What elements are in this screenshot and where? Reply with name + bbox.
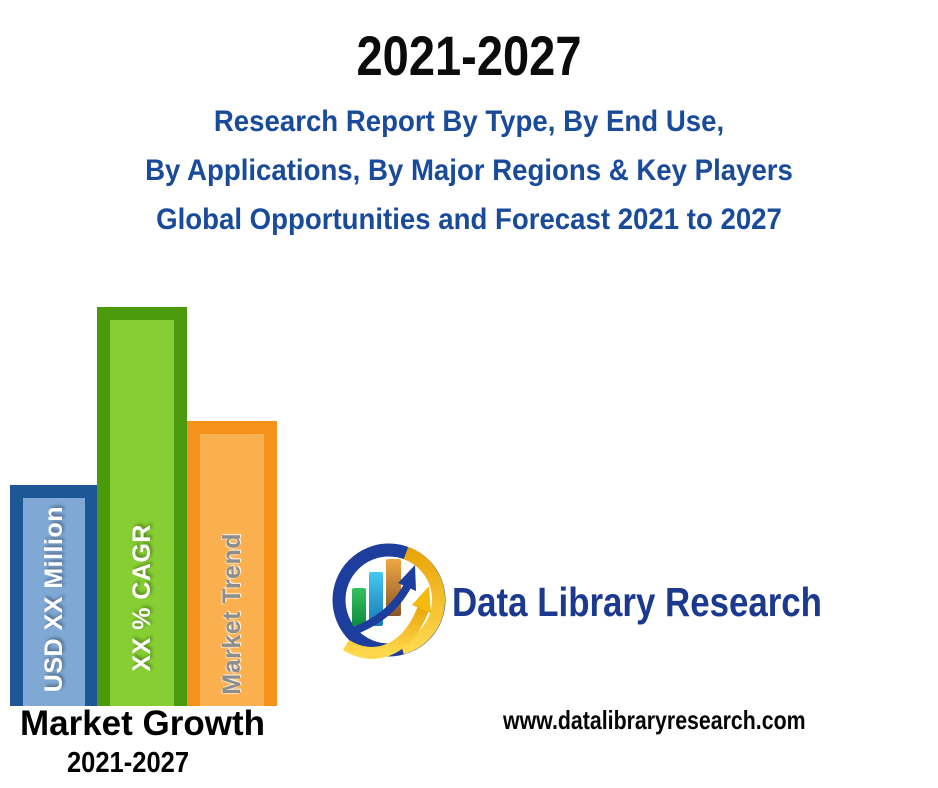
bar-label-cagr: XX % CAGR [127,524,156,672]
brand-name: Data Library Research [452,579,822,625]
chart-period: 2021-2027 [66,747,190,779]
brand-logo-icon [332,543,446,659]
bar-usd-million: USD XX Million [10,485,98,706]
chart-caption: Market Growth [19,704,266,743]
bar-label-market-trend: Market Trend [217,533,246,695]
logo-bars-icon [352,559,401,626]
bar-market-trend: Market Trend [187,421,277,706]
subtitle-line-1: Research Report By Type, By End Use, [213,105,725,138]
subtitle-line-3: Global Opportunities and Forecast 2021 t… [156,203,782,236]
bar-cagr: XX % CAGR [97,307,187,706]
logo-arrow-up-icon [352,565,416,635]
brand-website: www.datalibraryresearch.com [503,705,806,735]
subtitle-line-2: By Applications, By Major Regions & Key … [145,154,793,187]
page-title: 2021-2027 [356,24,582,87]
bar-label-usd-million: USD XX Million [39,505,68,692]
subtitle: Research Report By Type, By End Use, By … [38,97,901,244]
logo-gold-arrow-icon [342,586,431,659]
